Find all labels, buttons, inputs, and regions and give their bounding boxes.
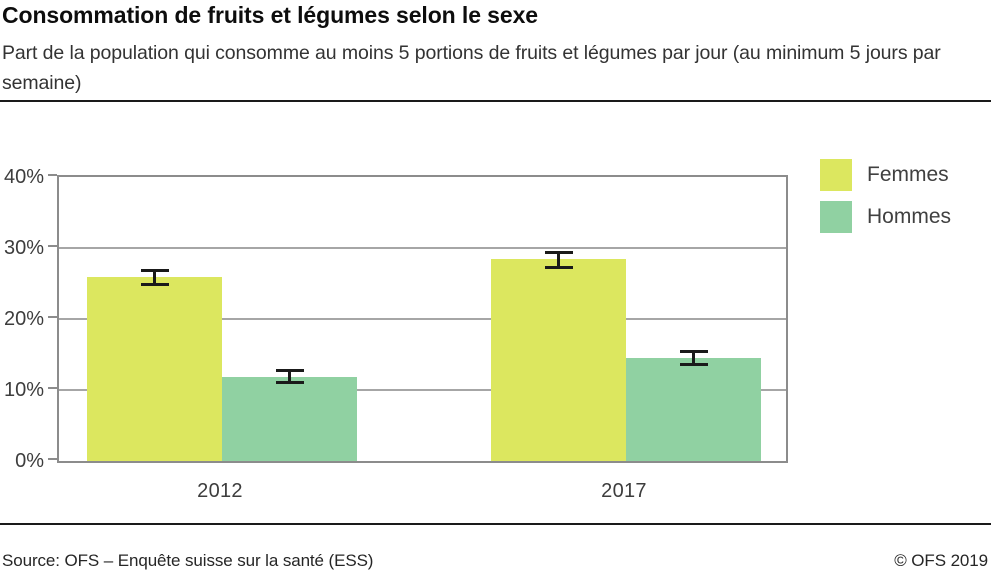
plot-area	[57, 175, 788, 463]
source-note: Source: OFS – Enquête suisse sur la sant…	[2, 551, 374, 570]
error-bar-femmes-2012-stem	[153, 270, 156, 285]
x-tick-label-2017: 2017	[601, 480, 647, 502]
error-bar-hommes-2012-stem	[288, 370, 291, 383]
y-tick-mark-30	[48, 245, 57, 247]
legend-label-hommes: Hommes	[867, 205, 952, 228]
legend-item-hommes: Hommes	[820, 201, 951, 233]
error-bar-femmes-2017-cap-low	[544, 265, 573, 269]
error-bar-hommes-2017-stem	[692, 351, 695, 365]
bar-femmes-2012	[87, 277, 222, 461]
gridline-30	[59, 247, 786, 249]
gridline-10	[59, 389, 786, 391]
y-tick-mark-40	[48, 174, 57, 176]
y-tick-label-10: 10%	[3, 379, 44, 401]
error-bar-femmes-2017-cap-high	[544, 250, 573, 254]
bar-femmes-2017	[491, 259, 626, 461]
femmes-color-swatch	[820, 159, 852, 191]
y-tick-mark-0	[48, 458, 57, 460]
error-bar-hommes-2012-cap-low	[275, 380, 304, 384]
error-bar-femmes-2012-cap-low	[140, 282, 169, 286]
gridline-20	[59, 318, 786, 320]
y-tick-label-30: 30%	[3, 237, 44, 259]
header-divider	[0, 100, 991, 102]
error-bar-femmes-2017-stem	[557, 252, 560, 268]
y-tick-mark-10	[48, 387, 57, 389]
chart-subtitle: Part de la population qui consomme au mo…	[2, 42, 941, 94]
legend-label-femmes: Femmes	[867, 163, 949, 186]
legend-item-femmes: Femmes	[820, 159, 951, 191]
y-tick-label-0: 0%	[15, 450, 44, 472]
y-tick-mark-20	[48, 316, 57, 318]
bar-hommes-2012	[222, 376, 357, 461]
error-bar-hommes-2017-cap-high	[679, 350, 708, 354]
page-title: Consommation de fruits et légumes selon …	[2, 2, 538, 28]
x-axis: 2012 2017	[57, 479, 788, 507]
copyright-note: © OFS 2019	[894, 551, 988, 570]
y-tick-label-20: 20%	[3, 308, 44, 330]
hommes-color-swatch	[820, 201, 852, 233]
footer-divider	[0, 523, 991, 525]
x-tick-label-2012: 2012	[197, 480, 243, 502]
error-bar-hommes-2017-cap-low	[679, 362, 708, 366]
y-axis: 0% 10% 20% 30% 40%	[0, 166, 57, 472]
error-bar-femmes-2012-cap-high	[140, 268, 169, 272]
bar-hommes-2017	[626, 358, 761, 461]
legend: Femmes Hommes	[820, 159, 951, 233]
error-bar-hommes-2012-cap-high	[275, 368, 304, 372]
y-tick-label-40: 40%	[3, 166, 44, 188]
